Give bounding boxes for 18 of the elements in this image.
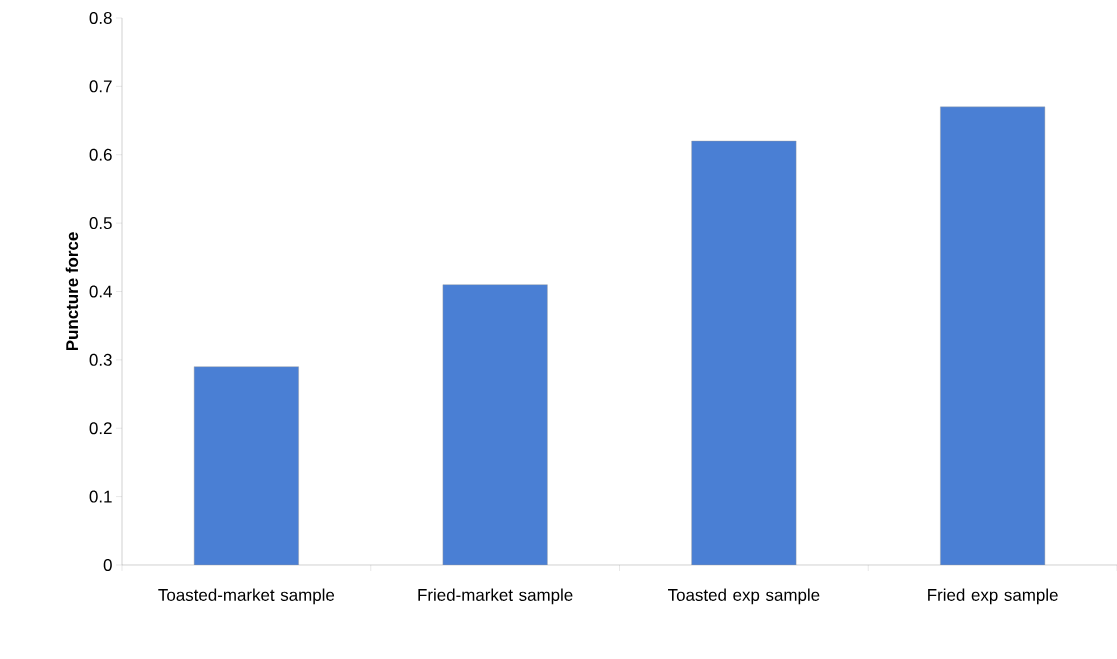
y-tick-label: 0	[103, 558, 112, 571]
bar	[442, 284, 548, 565]
y-tick-label: 0.7	[89, 80, 112, 93]
bar	[940, 106, 1046, 565]
x-tick-label: Toasted exp sample	[668, 588, 820, 605]
bar	[193, 366, 299, 565]
x-tick-label: Fried exp sample	[928, 588, 1058, 605]
y-tick-label: 0.3	[89, 353, 112, 366]
bar	[691, 140, 797, 565]
y-tick-label: 0.1	[89, 490, 112, 503]
y-tick-label: 0.2	[89, 422, 112, 435]
x-tick-label: Fried-market sample	[418, 588, 573, 605]
y-axis-title: Puncture force	[65, 232, 79, 351]
x-tick-label: Toasted-market sample	[158, 588, 335, 605]
y-tick-label: 0.6	[89, 148, 112, 161]
y-tick-label: 0.4	[89, 285, 112, 298]
y-tick-label: 0.8	[89, 11, 112, 24]
y-tick-label: 0.5	[89, 217, 112, 230]
